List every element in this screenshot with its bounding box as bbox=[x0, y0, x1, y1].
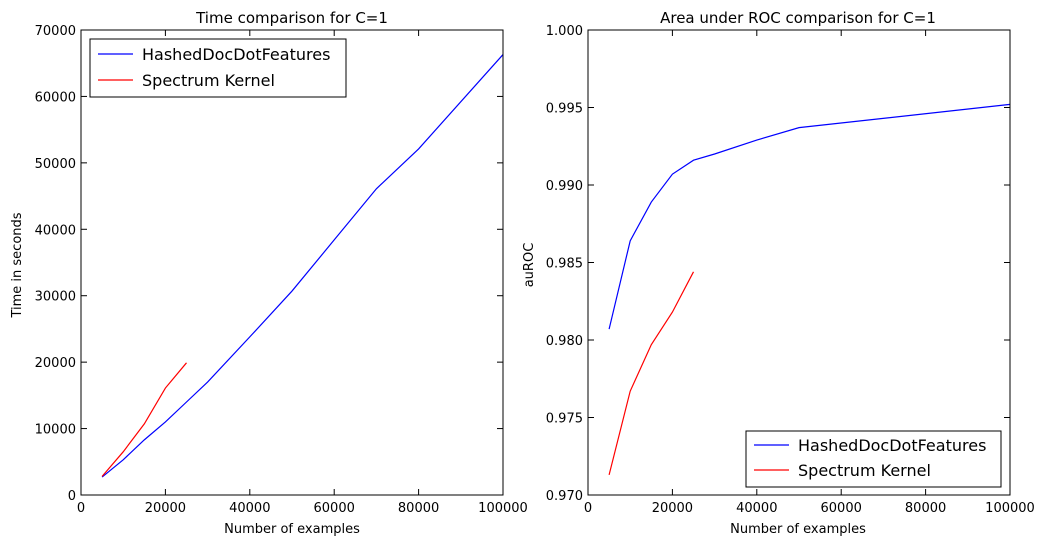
series-line-spectrum-kernel bbox=[101, 362, 187, 477]
y-tick-label: 40000 bbox=[35, 223, 76, 238]
auroc-chart: Area under ROC comparison for C=1 0 20000… bbox=[522, 9, 1035, 537]
time-chart: Time comparison for C=1 0 20000 40000 60000… bbox=[10, 9, 528, 537]
time-chart-y-axis-label: Time in seconds bbox=[10, 212, 25, 318]
legend-label-hashed: HashedDocDotFeatures bbox=[798, 436, 986, 455]
auroc-chart-y-axis-label: auROC bbox=[522, 243, 537, 288]
legend-label-spectrum: Spectrum Kernel bbox=[798, 461, 931, 480]
y-tick-label: 30000 bbox=[35, 290, 76, 305]
x-tick-label: 100000 bbox=[478, 501, 528, 516]
x-tick-label: 80000 bbox=[905, 501, 946, 516]
time-chart-title: Time comparison for C=1 bbox=[195, 9, 388, 27]
y-tick-label: 50000 bbox=[35, 157, 76, 172]
y-tick-label: 0.995 bbox=[546, 102, 583, 117]
y-tick-label: 0.975 bbox=[546, 412, 583, 427]
time-chart-x-axis-label: Number of examples bbox=[224, 522, 360, 537]
auroc-chart-legend: HashedDocDotFeatures Spectrum Kernel bbox=[745, 430, 1002, 488]
time-chart-plot-area: 0 20000 40000 60000 80000 100000 0 10000 20000 30… bbox=[35, 24, 528, 516]
auroc-chart-x-axis-label: Number of examples bbox=[730, 522, 866, 537]
x-tick-label: 60000 bbox=[821, 501, 862, 516]
y-tick-label: 0.980 bbox=[546, 334, 583, 349]
series-line-hasheddocdotfeatures bbox=[101, 54, 504, 478]
time-chart-legend: HashedDocDotFeatures Spectrum Kernel bbox=[89, 38, 347, 98]
series-line-spectrum-kernel bbox=[608, 271, 695, 475]
y-tick-label: 0 bbox=[68, 489, 76, 504]
y-tick-label: 20000 bbox=[35, 356, 76, 371]
y-tick-label: 0.990 bbox=[546, 179, 583, 194]
legend-label-hashed: HashedDocDotFeatures bbox=[142, 45, 330, 64]
y-tick-label: 60000 bbox=[35, 90, 76, 105]
series-line-hasheddocdotfeatures bbox=[608, 103, 1011, 330]
y-tick-label: 0.985 bbox=[546, 257, 583, 272]
y-tick-label: 0.970 bbox=[546, 489, 583, 504]
auroc-chart-plot-area: 0 20000 40000 60000 80000 100000 0.970 0.975 0.9… bbox=[546, 24, 1035, 516]
x-tick-label: 0 bbox=[584, 501, 592, 516]
x-tick-label: 40000 bbox=[736, 501, 777, 516]
x-tick-label: 20000 bbox=[145, 501, 186, 516]
x-tick-label: 100000 bbox=[985, 501, 1035, 516]
x-tick-label: 60000 bbox=[314, 501, 355, 516]
x-tick-label: 0 bbox=[77, 501, 85, 516]
x-tick-label: 80000 bbox=[398, 501, 439, 516]
legend-box bbox=[745, 430, 1002, 488]
y-tick-label: 1.000 bbox=[546, 24, 583, 39]
y-tick-label: 10000 bbox=[35, 423, 76, 438]
x-tick-label: 20000 bbox=[652, 501, 693, 516]
plot-frame bbox=[80, 29, 504, 496]
y-tick-label: 70000 bbox=[35, 24, 76, 39]
auroc-chart-title: Area under ROC comparison for C=1 bbox=[660, 9, 936, 27]
legend-box bbox=[89, 38, 347, 98]
x-tick-label: 40000 bbox=[229, 501, 270, 516]
legend-label-spectrum: Spectrum Kernel bbox=[142, 71, 275, 90]
